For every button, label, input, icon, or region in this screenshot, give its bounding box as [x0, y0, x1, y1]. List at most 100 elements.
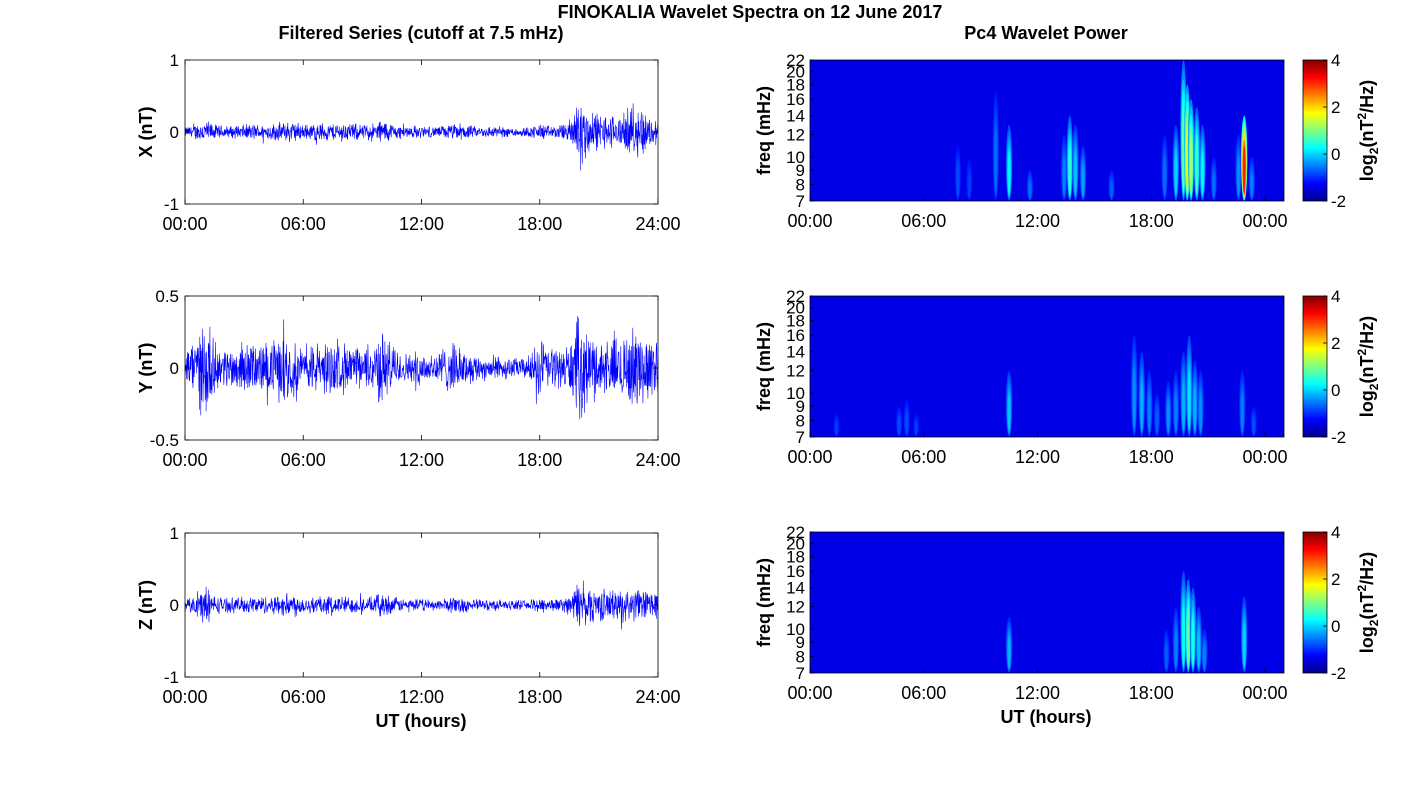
colorbar-tick-label: 4 — [1331, 51, 1340, 70]
spectrum-feature — [905, 412, 909, 434]
spectrum-feature — [994, 130, 998, 193]
x-tick-label: 06:00 — [901, 211, 946, 231]
y-tick-label: 0 — [170, 596, 179, 615]
y-tick-label: 7 — [796, 664, 805, 683]
series-panel-z: 1 0 -100:00 06:00 12:00 18:00 24:00 Z (nT) — [136, 524, 681, 707]
spectrum-feature — [1174, 393, 1178, 432]
x-tick-label: 00:00 — [1243, 211, 1288, 231]
y-tick-label: 0 — [170, 123, 179, 142]
series-panel-y: 0.5 0 -0.500:00 06:00 12:00 18:00 24:00 Y (nT) — [136, 287, 681, 470]
x-tick-label: 18:00 — [517, 450, 562, 470]
y-tick-label: 14 — [786, 343, 805, 362]
spectrum-feature — [1062, 157, 1066, 196]
spectrum-y-axis-label: freq (mHz) — [754, 86, 774, 175]
x-tick-label: 06:00 — [281, 214, 326, 234]
series-trace-z — [184, 580, 659, 630]
right-column-title: Pc4 Wavelet Power — [964, 23, 1127, 43]
y-tick-label: 7 — [796, 428, 805, 447]
x-tick-label: 00:00 — [162, 687, 207, 707]
series-trace-x — [184, 103, 659, 171]
x-tick-label: 12:00 — [1015, 447, 1060, 467]
spectrum-feature — [1148, 393, 1151, 432]
colorbar-tick-label: 0 — [1331, 381, 1340, 400]
left-column-title: Filtered Series (cutoff at 7.5 mHz) — [278, 23, 563, 43]
spectrum-feature — [1252, 416, 1256, 435]
spectrum-feature — [1081, 164, 1085, 197]
colorbar-tick-label: 4 — [1331, 287, 1340, 306]
y-tick-label: 8 — [796, 412, 805, 431]
spectrum-feature — [1189, 134, 1193, 193]
x-tick-label: 18:00 — [517, 214, 562, 234]
spectrum-feature — [1240, 393, 1244, 432]
spectrum-feature — [1155, 408, 1159, 434]
colorbar-tick-label: 2 — [1331, 98, 1340, 117]
y-tick-label: 9 — [796, 397, 805, 416]
y-tick-label: 18 — [786, 312, 805, 331]
x-tick-label: 18:00 — [1129, 683, 1174, 703]
x-tick-label: 12:00 — [399, 687, 444, 707]
y-tick-label: 16 — [786, 562, 805, 581]
colorbar — [1302, 59, 1328, 202]
spectrum-feature — [1250, 172, 1254, 198]
colorbar-label: log2(nT2/Hz) — [1355, 316, 1381, 417]
x-tick-label: 00:00 — [162, 214, 207, 234]
spectrum-feature — [1242, 145, 1246, 195]
y-tick-label: -1 — [164, 195, 179, 214]
y-tick-label: 14 — [786, 107, 805, 126]
y-tick-label: 14 — [786, 579, 805, 598]
spectrum-feature — [1007, 636, 1011, 669]
y-tick-label: 0.5 — [155, 287, 179, 306]
y-tick-label: 1 — [170, 524, 179, 543]
x-tick-label: 12:00 — [399, 214, 444, 234]
y-tick-label: 16 — [786, 326, 805, 345]
y-tick-label: 20 — [786, 63, 805, 82]
spectrum-feature — [1007, 151, 1011, 195]
y-tick-label: 9 — [796, 633, 805, 652]
x-tick-label: 00:00 — [1243, 683, 1288, 703]
spectrum-feature — [1068, 145, 1072, 195]
colorbar-tick-label: -2 — [1331, 428, 1346, 447]
spectrum-feature — [1182, 606, 1185, 665]
x-tick-label: 06:00 — [281, 687, 326, 707]
y-tick-label: 20 — [786, 299, 805, 318]
y-tick-label: 0 — [170, 359, 179, 378]
spectrum-feature — [1242, 623, 1246, 667]
spectrum-feature — [1165, 644, 1168, 670]
colorbar-tick-label: 4 — [1331, 523, 1340, 542]
x-tick-label: 18:00 — [1129, 211, 1174, 231]
y-tick-label: 12 — [786, 126, 805, 145]
spectrum-feature — [1203, 644, 1206, 670]
y-tick-label: 10 — [786, 384, 805, 403]
y-tick-label: 22 — [786, 51, 805, 70]
spectrum-feature — [1174, 629, 1178, 668]
spectrum-feature — [1199, 393, 1202, 432]
colorbar-label: log2(nT2/Hz) — [1355, 552, 1381, 653]
spectrum-feature — [1028, 180, 1032, 199]
x-tick-label: 24:00 — [635, 214, 680, 234]
series-trace-y — [184, 316, 659, 420]
x-tick-label: 06:00 — [901, 683, 946, 703]
spectrum-frame — [809, 295, 1285, 438]
y-tick-label: 10 — [786, 620, 805, 639]
series-y-axis-label: Y (nT) — [136, 343, 156, 394]
spectrum-feature — [1174, 151, 1178, 195]
y-tick-label: 9 — [796, 161, 805, 180]
y-tick-label: 8 — [796, 648, 805, 667]
colorbar-tick-label: -2 — [1331, 192, 1346, 211]
x-tick-label: 12:00 — [399, 450, 444, 470]
spectrum-background — [810, 296, 1284, 437]
spectrum-y-axis-label: freq (mHz) — [754, 322, 774, 411]
spectrum-feature — [835, 421, 838, 436]
x-tick-label: 00:00 — [162, 450, 207, 470]
spectrum-feature — [1166, 400, 1170, 433]
x-tick-label: 06:00 — [281, 450, 326, 470]
spectrum-feature — [1197, 629, 1201, 668]
colorbar-label: log2(nT2/Hz) — [1355, 80, 1381, 181]
spectrum-frame — [809, 59, 1285, 202]
x-tick-label: 00:00 — [787, 447, 832, 467]
spectrum-feature — [1007, 393, 1011, 432]
right-x-axis-label: UT (hours) — [1001, 707, 1092, 727]
